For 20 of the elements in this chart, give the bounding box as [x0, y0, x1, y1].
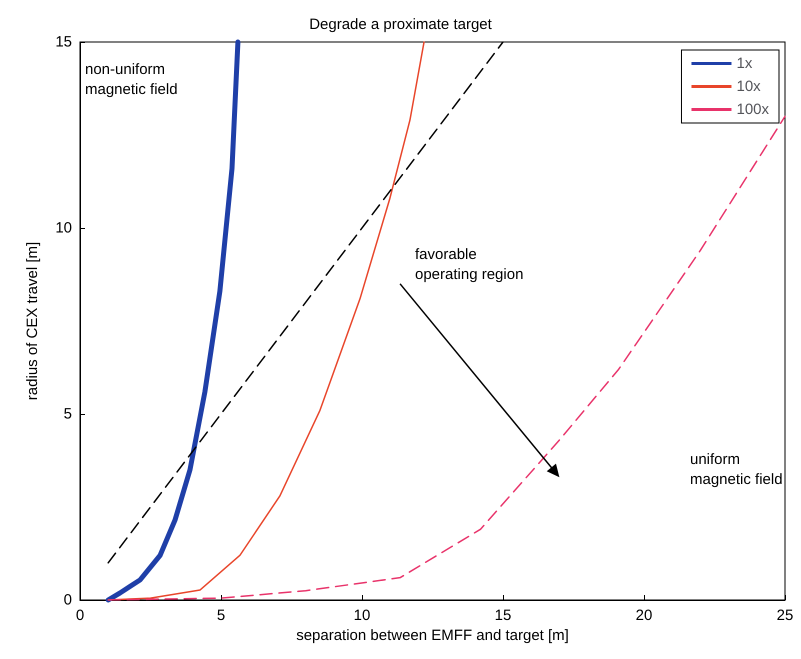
legend-label: 1x — [736, 55, 753, 72]
x-tick-label: 25 — [776, 607, 794, 624]
y-tick-label: 10 — [55, 220, 72, 236]
x-axis-title: separation between EMFF and target [m] — [296, 627, 569, 644]
annotation: uniform magnetic field — [690, 450, 784, 490]
x-tick-label: 15 — [494, 607, 512, 624]
x-tick-label: 10 — [354, 607, 370, 624]
chart-title: Degrade a proximate target — [309, 16, 493, 33]
legend-label: 100x — [736, 101, 770, 118]
legend-label: 10x — [736, 78, 762, 95]
x-tick-label: 5 — [216, 607, 226, 624]
y-tick-label: 15 — [55, 34, 72, 50]
y-tick-label: 0 — [64, 592, 72, 608]
line-series — [107, 116, 786, 601]
y-axis-title: radius of CEX travel [m] — [24, 242, 41, 400]
x-tick-label: 20 — [636, 607, 652, 624]
x-tick-label: 0 — [76, 607, 84, 624]
annotation: favorable operating region — [415, 245, 524, 285]
annotation: non-uniform magnetic field — [85, 60, 179, 100]
y-tick-label: 5 — [64, 406, 72, 422]
